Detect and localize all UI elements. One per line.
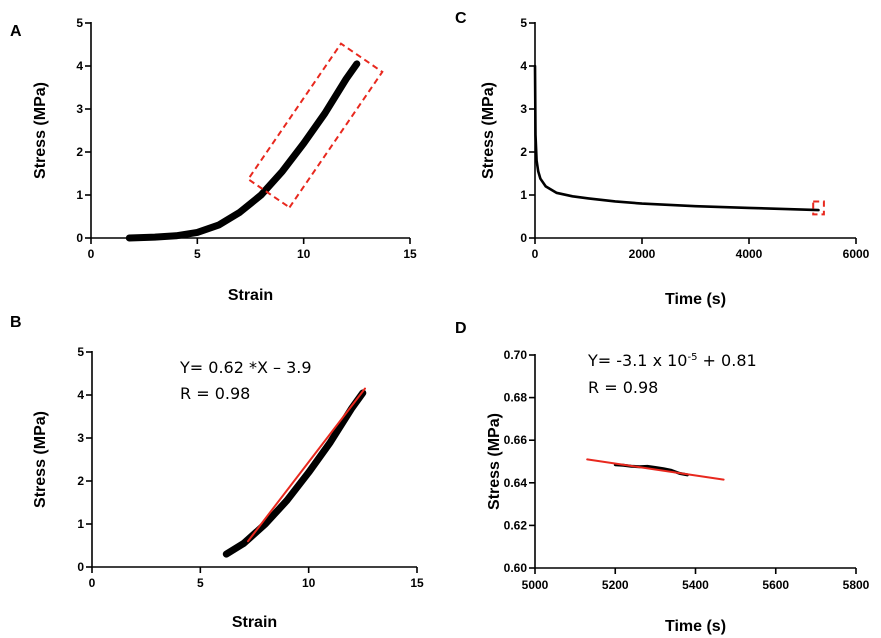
- y-tick-label: 5: [520, 16, 527, 30]
- x-tick-label: 5600: [762, 578, 789, 592]
- y-axis-label: Stress (MPa): [486, 413, 503, 510]
- fit-r-value: R = 0.98: [180, 384, 250, 403]
- panel-label: C: [455, 10, 467, 27]
- y-tick-label: 1: [76, 188, 83, 202]
- x-axis-label: Time (s): [665, 618, 726, 635]
- fit-equation: Y= 0.62 *X – 3.9: [179, 358, 312, 377]
- y-axis-label: Stress (MPa): [32, 411, 49, 508]
- y-tick-label: 2: [77, 474, 84, 488]
- data-series-line: [533, 64, 820, 212]
- fit-line: [586, 458, 725, 481]
- y-tick-label: 0.60: [504, 561, 528, 575]
- x-tick-label: 5200: [602, 578, 629, 592]
- panel-d: D 0.60 0.62 0.64 0.66 0.68 0.70 5000 5200 5400 560…: [455, 320, 870, 635]
- fit-line: [247, 387, 366, 543]
- y-tick-label: 4: [77, 388, 84, 402]
- fit-equation-base: Y= -3.1 x 10: [587, 351, 687, 370]
- y-tick-label: 0.66: [504, 433, 528, 447]
- y-tick-label: 0: [520, 231, 527, 245]
- x-tick-label: 15: [403, 247, 417, 261]
- x-tick-label: 5400: [682, 578, 709, 592]
- y-tick-label: 2: [76, 145, 83, 159]
- y-tick-label: 5: [77, 345, 84, 359]
- highlight-box: [246, 42, 384, 209]
- data-series-line: [222, 389, 367, 558]
- y-tick-label: 0.64: [504, 476, 528, 490]
- y-tick-label: 4: [76, 59, 83, 73]
- x-axis-label: Time (s): [665, 291, 726, 308]
- y-tick-label: 2: [520, 145, 527, 159]
- x-tick-label: 5000: [522, 578, 549, 592]
- y-tick-label: 1: [520, 188, 527, 202]
- x-tick-label: 2000: [629, 247, 656, 261]
- fit-equation-intercept: + 0.81: [697, 351, 756, 370]
- y-tick-label: 0: [77, 560, 84, 574]
- x-axis-label: Strain: [228, 287, 273, 304]
- y-tick-label: 0.68: [504, 391, 528, 405]
- x-tick-label: 5800: [843, 578, 870, 592]
- y-tick-label: 3: [77, 431, 84, 445]
- fit-equation-exponent: -5: [687, 352, 697, 363]
- x-tick-label: 0: [532, 247, 539, 261]
- x-tick-label: 10: [302, 576, 316, 590]
- panel-a: A 0 1 2 3 4 5 0 5 10 15 Strain Stress (MPa): [10, 16, 417, 304]
- fit-r-value: R = 0.98: [588, 378, 658, 397]
- y-tick-label: 0: [76, 231, 83, 245]
- y-tick-label: 3: [520, 102, 527, 116]
- y-tick-label: 0.70: [504, 348, 528, 362]
- x-tick-label: 15: [410, 576, 424, 590]
- y-tick-label: 1: [77, 517, 84, 531]
- x-tick-label: 0: [89, 576, 96, 590]
- panel-c: C 0 1 2 3 4 5 0 2000 4000 6000 Time (s) Stress (MPa): [455, 10, 870, 308]
- data-series-line: [125, 60, 361, 242]
- y-axis-label: Stress (MPa): [480, 82, 497, 179]
- x-axis-label: Strain: [232, 614, 277, 631]
- x-tick-label: 6000: [843, 247, 870, 261]
- y-tick-label: 0.62: [504, 518, 528, 532]
- panel-label: A: [10, 23, 22, 40]
- x-tick-label: 5: [194, 247, 201, 261]
- highlight-box: [812, 200, 825, 216]
- x-tick-label: 4000: [736, 247, 763, 261]
- y-tick-label: 3: [76, 102, 83, 116]
- panel-b: B 0 1 2 3 4 5 0 5 10 15 Strain Stress (MPa): [10, 314, 424, 631]
- y-tick-label: 4: [520, 59, 527, 73]
- x-tick-label: 5: [197, 576, 204, 590]
- fit-equation: Y= -3.1 x 10-5 + 0.81: [587, 351, 757, 370]
- panel-label: D: [455, 320, 467, 337]
- y-axis-label: Stress (MPa): [32, 82, 49, 179]
- panel-label: B: [10, 314, 22, 331]
- x-tick-label: 10: [297, 247, 311, 261]
- y-tick-label: 5: [76, 16, 83, 30]
- x-tick-label: 0: [88, 247, 95, 261]
